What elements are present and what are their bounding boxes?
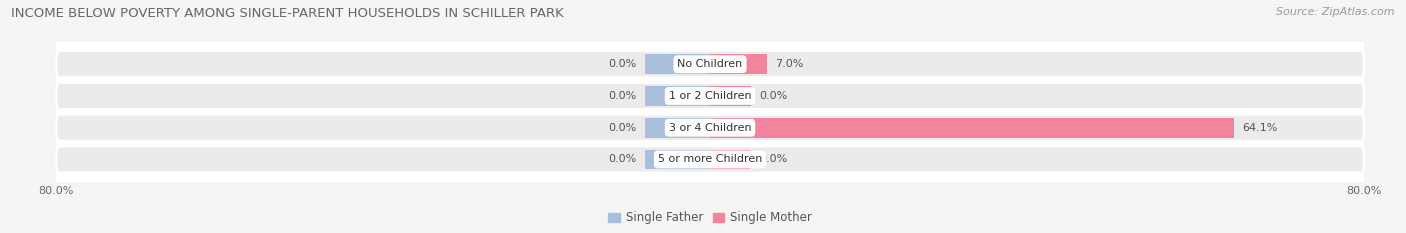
Bar: [710, 54, 768, 74]
Text: 0.0%: 0.0%: [609, 91, 637, 101]
Text: 0.0%: 0.0%: [609, 123, 637, 133]
FancyBboxPatch shape: [56, 115, 1364, 141]
Text: INCOME BELOW POVERTY AMONG SINGLE-PARENT HOUSEHOLDS IN SCHILLER PARK: INCOME BELOW POVERTY AMONG SINGLE-PARENT…: [11, 7, 564, 20]
Text: 3 or 4 Children: 3 or 4 Children: [669, 123, 751, 133]
Text: 0.0%: 0.0%: [609, 59, 637, 69]
Bar: [644, 54, 710, 74]
FancyBboxPatch shape: [56, 83, 1364, 109]
Text: 1 or 2 Children: 1 or 2 Children: [669, 91, 751, 101]
Text: 64.1%: 64.1%: [1241, 123, 1278, 133]
Bar: [710, 150, 751, 169]
Bar: [644, 118, 710, 137]
Text: 0.0%: 0.0%: [609, 154, 637, 164]
Bar: [710, 86, 751, 106]
Legend: Single Father, Single Mother: Single Father, Single Mother: [603, 206, 817, 229]
Bar: [644, 86, 710, 106]
Text: 5 or more Children: 5 or more Children: [658, 154, 762, 164]
FancyBboxPatch shape: [56, 51, 1364, 77]
FancyBboxPatch shape: [56, 147, 1364, 172]
Text: 7.0%: 7.0%: [776, 59, 804, 69]
Text: 0.0%: 0.0%: [759, 154, 787, 164]
Bar: [644, 150, 710, 169]
Bar: [710, 118, 1234, 137]
Text: No Children: No Children: [678, 59, 742, 69]
Text: Source: ZipAtlas.com: Source: ZipAtlas.com: [1277, 7, 1395, 17]
Text: 0.0%: 0.0%: [759, 91, 787, 101]
